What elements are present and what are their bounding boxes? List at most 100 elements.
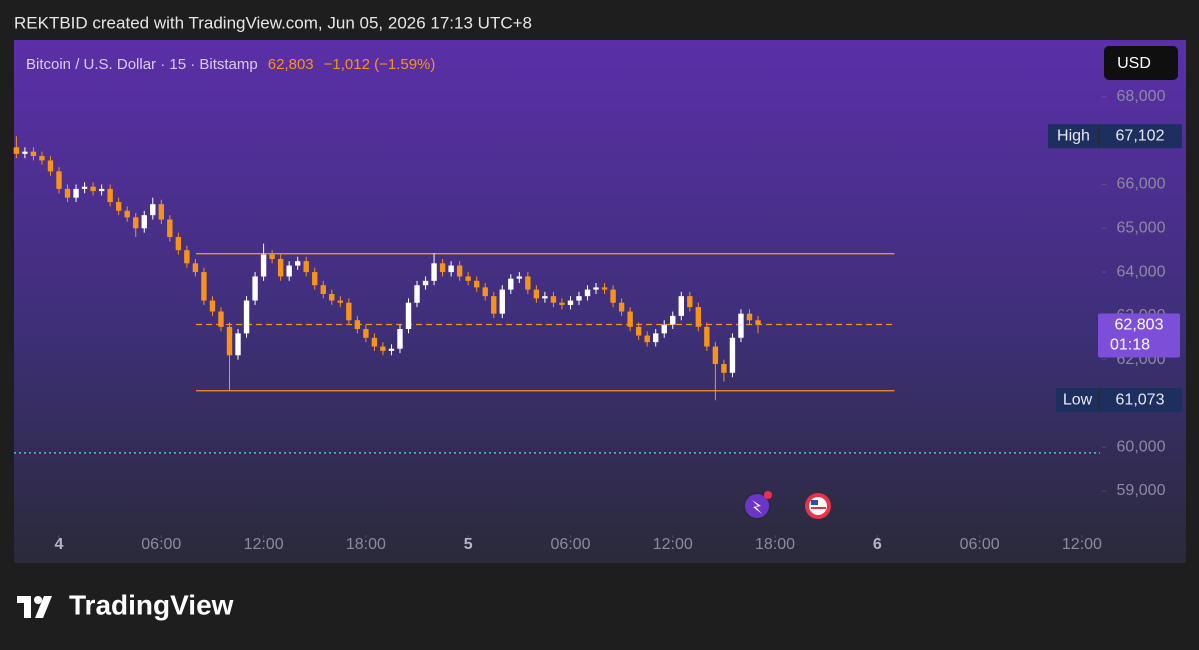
- price-tag-label: High: [1057, 127, 1090, 144]
- candle-body: [64, 188, 71, 198]
- candle-body: [124, 210, 130, 218]
- candle-body: [610, 289, 616, 303]
- candle-body: [388, 348, 395, 351]
- current-price-box: [1098, 313, 1180, 358]
- candle-body: [329, 293, 335, 301]
- event-icons: [743, 491, 831, 520]
- plot-background: [14, 40, 1186, 563]
- candle-body: [312, 272, 318, 286]
- candle-body: [337, 300, 344, 303]
- event-icon-flag: [809, 497, 827, 515]
- candle-body: [482, 287, 488, 297]
- candle-body: [158, 204, 165, 220]
- candle-body: [576, 296, 582, 301]
- candle-body: [431, 263, 437, 281]
- candle-body: [550, 296, 557, 303]
- x-tick-label: 12:00: [653, 536, 693, 553]
- candle-body: [184, 250, 190, 264]
- candle-body: [653, 333, 659, 343]
- candle-body: [192, 263, 199, 273]
- candle-body: [542, 296, 548, 299]
- candle-body: [303, 261, 309, 273]
- candle-body: [422, 280, 429, 286]
- candle-body: [235, 333, 241, 356]
- candle-body: [533, 289, 540, 299]
- x-tick-label: 18:00: [346, 536, 386, 553]
- candle-body: [670, 315, 676, 325]
- candle-body: [755, 320, 761, 325]
- candle-body: [559, 302, 565, 305]
- logo-mark: [35, 596, 52, 618]
- y-tick-label: 68,000: [1117, 88, 1166, 105]
- candle-body: [525, 276, 531, 290]
- candle-body: [661, 324, 667, 334]
- candle-body: [721, 364, 727, 373]
- logo-mark: [17, 596, 31, 618]
- candle-body: [277, 258, 284, 277]
- candle-body: [704, 326, 710, 347]
- candle-body: [584, 289, 591, 297]
- candle-body: [294, 261, 301, 266]
- candle-body: [601, 287, 608, 290]
- current-price-label: 62,803: [1115, 317, 1164, 334]
- candle-body: [414, 285, 420, 303]
- x-tick-label: 6: [873, 536, 882, 553]
- candle-body: [687, 296, 693, 308]
- candle-body: [209, 300, 216, 312]
- currency-button[interactable]: [1104, 46, 1178, 80]
- candle-body: [90, 186, 96, 192]
- price-tag-value: 61,073: [1116, 391, 1165, 408]
- candle-body: [56, 171, 62, 189]
- event-icon-flag-canton: [811, 500, 818, 505]
- x-tick-label: 06:00: [141, 536, 181, 553]
- candle-body: [618, 302, 625, 312]
- x-tick-label: 5: [464, 536, 473, 553]
- candle-body: [712, 346, 719, 365]
- candle-body: [465, 276, 471, 281]
- x-tick-label: 12:00: [1062, 536, 1102, 553]
- last-price: 62,803: [268, 56, 314, 73]
- candle-body: [320, 285, 326, 294]
- price-tag-value: 67,102: [1116, 127, 1165, 144]
- candle-body: [150, 204, 156, 216]
- candle-body: [73, 188, 79, 198]
- candle-body: [30, 151, 37, 157]
- x-tick-label: 18:00: [755, 536, 795, 553]
- y-tick-label: 59,000: [1117, 482, 1166, 499]
- candle-body: [141, 215, 147, 229]
- candle-body: [346, 302, 352, 321]
- candles: [13, 136, 761, 401]
- candle-body: [226, 326, 233, 356]
- price-tag-box: [1048, 124, 1182, 149]
- candle-body: [13, 147, 20, 154]
- candle-body: [269, 254, 275, 259]
- candle-body: [175, 237, 182, 251]
- candle-body: [456, 265, 463, 277]
- candle-body: [508, 278, 514, 290]
- candle-body: [405, 302, 412, 330]
- candle-body: [474, 280, 480, 288]
- event-icon[interactable]: [743, 492, 771, 520]
- currency-label[interactable]: USD: [1117, 55, 1151, 72]
- candle-body: [167, 219, 173, 238]
- candle-body: [516, 276, 523, 279]
- candle-body: [627, 311, 633, 327]
- candle-body: [729, 337, 736, 373]
- candle-body: [371, 337, 378, 347]
- candle-body: [243, 300, 250, 334]
- candle-body: [22, 151, 28, 154]
- event-icon-glyph: [752, 500, 762, 514]
- candle-body: [81, 186, 88, 189]
- x-tick-label: 4: [55, 536, 64, 553]
- candle-body: [695, 307, 702, 327]
- attribution: REKTBID created with TradingView.com, Ju…: [14, 13, 532, 32]
- candle-body: [567, 300, 574, 305]
- price-tag-label: Low: [1063, 391, 1093, 408]
- candle-body: [738, 313, 744, 338]
- y-tick-label: 66,000: [1117, 176, 1166, 193]
- x-tick-label: 06:00: [550, 536, 590, 553]
- candle-body: [218, 311, 224, 327]
- candle-body: [107, 188, 113, 203]
